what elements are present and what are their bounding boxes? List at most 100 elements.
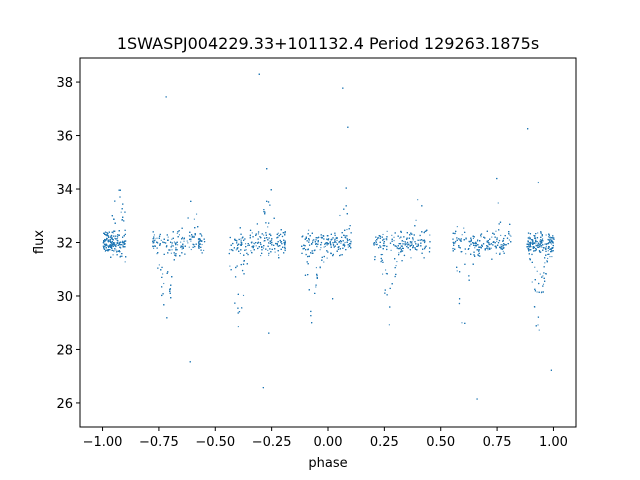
data-point: [539, 246, 541, 248]
data-point: [280, 241, 283, 243]
data-point: [303, 247, 305, 250]
data-point: [315, 237, 317, 239]
data-point: [404, 243, 406, 245]
data-point: [533, 306, 536, 308]
data-point: [536, 270, 538, 272]
data-point: [319, 267, 321, 269]
data-point: [244, 249, 246, 251]
data-point: [263, 245, 265, 247]
data-point: [547, 243, 549, 245]
data-point: [533, 235, 535, 237]
data-point: [422, 248, 424, 250]
data-point: [421, 252, 423, 254]
chart-title: 1SWASPJ004229.33+101132.4 Period 129263.…: [117, 34, 539, 53]
data-point: [402, 243, 404, 245]
data-point: [273, 217, 275, 219]
data-point: [347, 126, 349, 128]
data-point: [335, 241, 337, 243]
data-point: [399, 247, 401, 250]
data-point: [461, 234, 463, 236]
data-point: [508, 239, 510, 241]
data-point: [394, 275, 396, 278]
data-point: [489, 238, 491, 240]
data-point: [182, 247, 184, 249]
data-point: [547, 242, 550, 244]
data-point: [240, 242, 242, 244]
data-point: [380, 257, 382, 260]
data-point: [530, 246, 532, 248]
data-point: [192, 243, 194, 245]
data-point: [111, 245, 113, 247]
data-point: [230, 244, 232, 246]
data-point: [152, 240, 154, 242]
data-point: [541, 239, 543, 241]
data-point: [340, 254, 342, 256]
data-point: [196, 213, 198, 215]
data-point: [124, 240, 126, 242]
data-point: [390, 249, 392, 251]
data-point: [534, 266, 536, 268]
data-point: [348, 243, 351, 245]
data-point: [284, 243, 286, 245]
data-point: [108, 239, 110, 241]
data-point: [373, 243, 375, 245]
data-point: [403, 254, 406, 257]
data-point: [529, 244, 531, 246]
data-point: [106, 234, 108, 236]
data-point: [120, 211, 122, 213]
data-point: [263, 211, 265, 213]
data-point: [389, 287, 391, 290]
data-point: [102, 245, 104, 247]
data-point: [452, 241, 454, 244]
data-point: [539, 273, 541, 275]
data-point: [476, 249, 478, 251]
data-point: [311, 250, 313, 252]
data-point: [408, 243, 410, 245]
data-point: [529, 237, 531, 240]
data-point: [187, 242, 189, 244]
data-point: [171, 244, 173, 246]
data-point: [454, 232, 456, 235]
data-point: [255, 245, 257, 247]
data-point: [320, 247, 322, 249]
data-point: [246, 252, 248, 254]
data-point: [277, 245, 279, 247]
data-point: [153, 234, 155, 236]
data-point: [118, 234, 120, 236]
data-point: [339, 214, 341, 217]
data-point: [304, 238, 306, 240]
data-point: [551, 251, 553, 253]
data-point: [231, 249, 233, 251]
data-point: [480, 236, 482, 238]
data-point: [237, 312, 239, 314]
data-point: [242, 294, 245, 296]
data-point: [397, 235, 399, 237]
data-point: [536, 291, 538, 293]
data-point: [251, 232, 253, 234]
data-point: [545, 248, 547, 251]
data-point: [538, 245, 540, 247]
data-point: [539, 251, 541, 253]
data-point: [386, 239, 388, 241]
data-point: [394, 267, 396, 269]
data-point: [482, 243, 485, 245]
data-point: [252, 236, 254, 238]
data-point: [125, 256, 127, 258]
data-point: [152, 238, 154, 240]
data-point: [183, 237, 185, 239]
data-point: [187, 217, 189, 219]
data-point: [198, 245, 200, 248]
data-point: [349, 245, 351, 247]
data-point: [501, 248, 504, 250]
data-point: [114, 244, 116, 247]
data-point: [380, 246, 382, 248]
data-point: [308, 244, 311, 246]
data-point: [156, 253, 158, 255]
data-point: [548, 239, 550, 241]
data-point: [104, 250, 106, 252]
data-point: [458, 246, 460, 248]
data-point: [284, 248, 286, 250]
data-point: [153, 236, 155, 238]
data-point: [169, 249, 171, 251]
data-point: [308, 238, 310, 240]
